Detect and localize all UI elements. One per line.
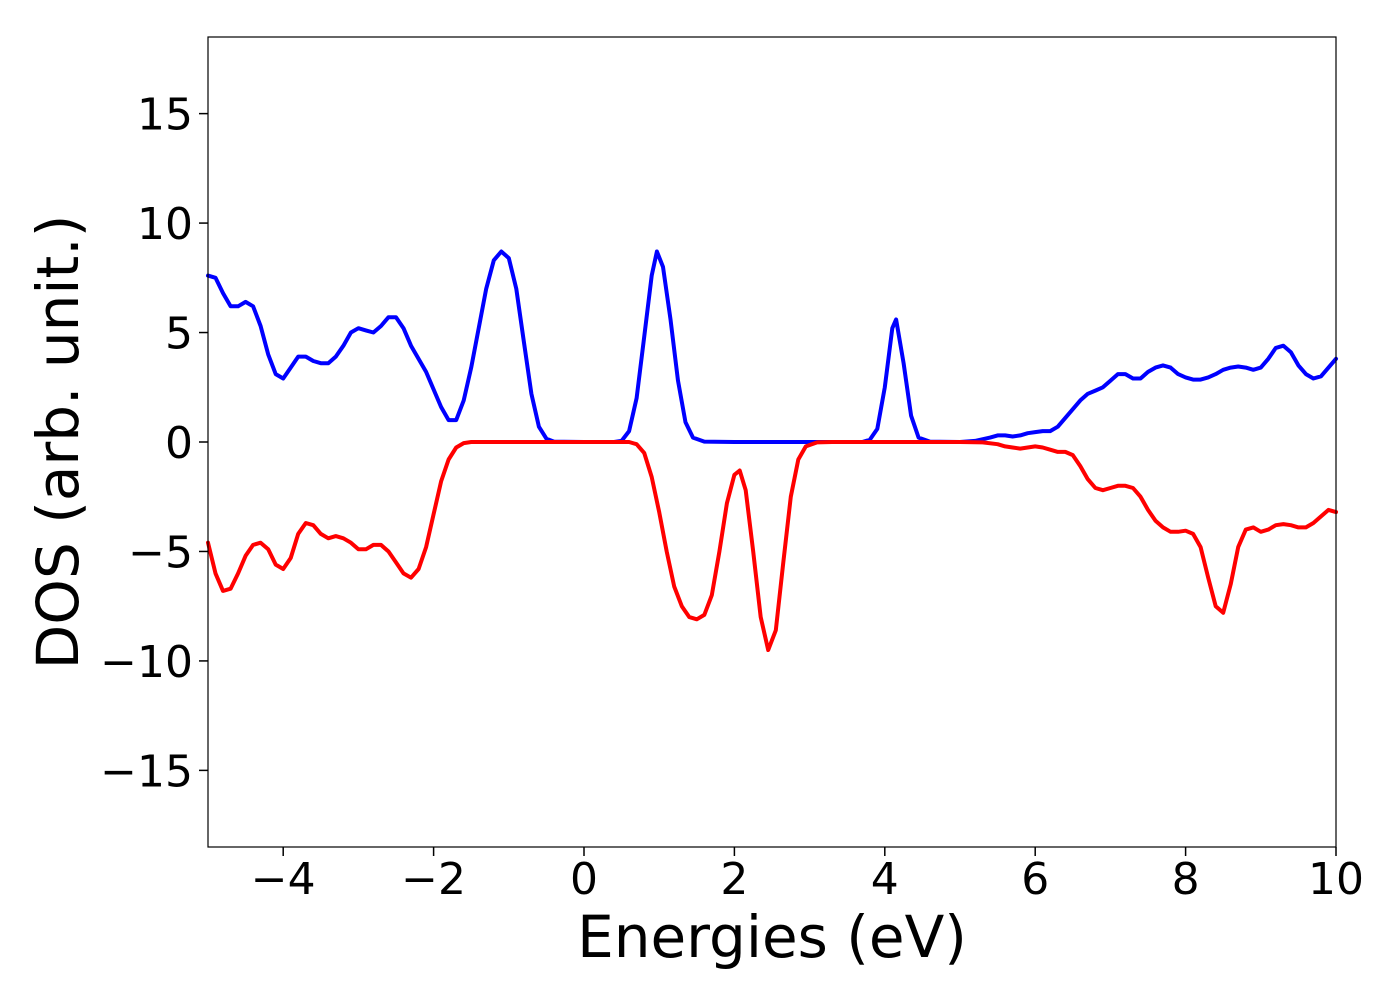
y-axis: −15 −10 −5 0 5 10 15 bbox=[100, 90, 208, 797]
series-layer bbox=[206, 249, 1338, 652]
x-tick-label: 6 bbox=[1021, 854, 1049, 905]
y-tick-label: −5 bbox=[128, 527, 193, 578]
y-tick-label: 15 bbox=[137, 90, 193, 141]
y-tick-label: −10 bbox=[100, 637, 193, 688]
series-line-2 bbox=[206, 440, 1338, 652]
x-tick-label: 8 bbox=[1172, 854, 1200, 905]
x-tick-label: 10 bbox=[1308, 854, 1364, 905]
x-axis: −4 −2 0 2 4 6 8 10 bbox=[251, 847, 1364, 905]
x-tick-label: −4 bbox=[251, 854, 316, 905]
y-tick-label: 5 bbox=[165, 309, 193, 360]
x-tick-label: 2 bbox=[720, 854, 748, 905]
x-axis-title: Energies (eV) bbox=[577, 903, 967, 971]
y-tick-label: −15 bbox=[100, 746, 193, 797]
y-axis-title: DOS (arb. unit.) bbox=[24, 215, 92, 670]
series-line-1 bbox=[206, 249, 1338, 444]
x-tick-label: −2 bbox=[401, 854, 466, 905]
x-tick-label: 4 bbox=[871, 854, 899, 905]
y-tick-label: 10 bbox=[137, 199, 193, 250]
x-tick-label: 0 bbox=[570, 854, 598, 905]
y-tick-label: 0 bbox=[165, 418, 193, 469]
